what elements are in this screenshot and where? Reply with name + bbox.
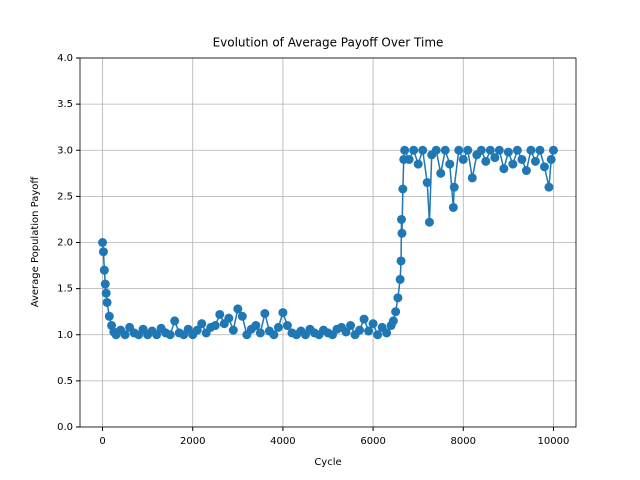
data-point	[409, 145, 419, 155]
data-point	[391, 307, 401, 317]
data-point	[152, 330, 162, 340]
data-point	[546, 154, 556, 164]
data-point	[341, 327, 351, 337]
x-tick-label: 8000	[451, 436, 476, 447]
x-tick-label: 4000	[270, 436, 295, 447]
y-tick-label: 2.5	[57, 191, 73, 202]
x-tick-label: 2000	[180, 436, 205, 447]
data-point	[104, 311, 114, 321]
data-point	[215, 309, 225, 319]
data-point	[210, 321, 220, 331]
data-point	[170, 316, 180, 326]
data-point	[98, 247, 108, 257]
data-point	[530, 156, 540, 166]
data-point	[260, 309, 270, 319]
x-tick-label: 0	[99, 436, 105, 447]
data-point	[517, 154, 527, 164]
data-point	[165, 330, 175, 340]
y-tick-label: 1.0	[57, 330, 73, 341]
data-point	[397, 228, 407, 238]
data-point	[544, 182, 554, 192]
data-point	[485, 145, 495, 155]
data-point	[233, 304, 243, 314]
y-tick-label: 1.5	[57, 284, 73, 295]
data-point	[467, 173, 477, 183]
data-point	[278, 308, 288, 318]
data-point	[368, 319, 378, 329]
data-point	[548, 145, 558, 155]
data-point	[228, 325, 238, 335]
data-point	[396, 214, 406, 224]
data-point	[101, 288, 111, 298]
y-tick-label: 3.5	[57, 99, 73, 110]
data-point	[102, 297, 112, 307]
data-point	[503, 147, 513, 157]
data-point	[398, 184, 408, 194]
data-point	[197, 319, 207, 329]
data-point	[424, 217, 434, 227]
data-point	[396, 256, 406, 266]
data-point	[395, 274, 405, 284]
data-point	[526, 145, 536, 155]
data-point	[448, 202, 458, 212]
data-point	[251, 321, 261, 331]
x-tick-label: 6000	[360, 436, 385, 447]
data-point	[388, 316, 398, 326]
data-point	[269, 330, 279, 340]
data-point	[490, 153, 500, 163]
data-point	[282, 321, 292, 331]
data-point	[355, 325, 365, 335]
data-point	[454, 145, 464, 155]
data-point	[120, 330, 130, 340]
data-point	[224, 313, 234, 323]
data-point	[100, 279, 110, 289]
y-axis-label: Average Population Payoff	[30, 176, 41, 308]
data-point	[445, 159, 455, 169]
data-point	[413, 159, 423, 169]
y-tick-label: 0.0	[57, 422, 73, 433]
x-axis-label: Cycle	[314, 457, 341, 468]
data-point	[192, 325, 202, 335]
data-point	[508, 159, 518, 169]
data-point	[449, 182, 459, 192]
data-point	[431, 145, 441, 155]
data-point	[458, 154, 468, 164]
data-point	[99, 265, 109, 275]
data-point	[237, 311, 247, 321]
data-point	[255, 328, 265, 338]
data-point	[359, 314, 369, 324]
y-tick-label: 4.0	[57, 53, 73, 64]
data-point	[436, 168, 446, 178]
data-point	[400, 145, 410, 155]
data-point	[535, 145, 545, 155]
plot-frame	[79, 57, 577, 428]
data-point	[373, 330, 383, 340]
data-point	[404, 154, 414, 164]
data-point	[494, 145, 504, 155]
y-tick-label: 3.0	[57, 145, 73, 156]
data-point	[499, 164, 509, 174]
data-point	[382, 328, 392, 338]
data-point	[512, 145, 522, 155]
data-point	[440, 145, 450, 155]
data-point	[481, 156, 491, 166]
data-point	[521, 166, 531, 176]
chart-title: Evolution of Average Payoff Over Time	[213, 36, 444, 50]
data-point	[463, 145, 473, 155]
y-tick-label: 0.5	[57, 376, 73, 387]
data-point	[476, 145, 486, 155]
data-point	[346, 321, 356, 331]
data-point	[418, 145, 428, 155]
data-point	[422, 178, 432, 188]
data-point	[539, 162, 549, 172]
data-point	[393, 293, 403, 303]
data-point	[364, 326, 374, 336]
y-tick-label: 2.0	[57, 238, 73, 249]
x-tick-label: 10000	[538, 436, 570, 447]
data-point	[98, 238, 108, 247]
data-point	[273, 322, 283, 332]
